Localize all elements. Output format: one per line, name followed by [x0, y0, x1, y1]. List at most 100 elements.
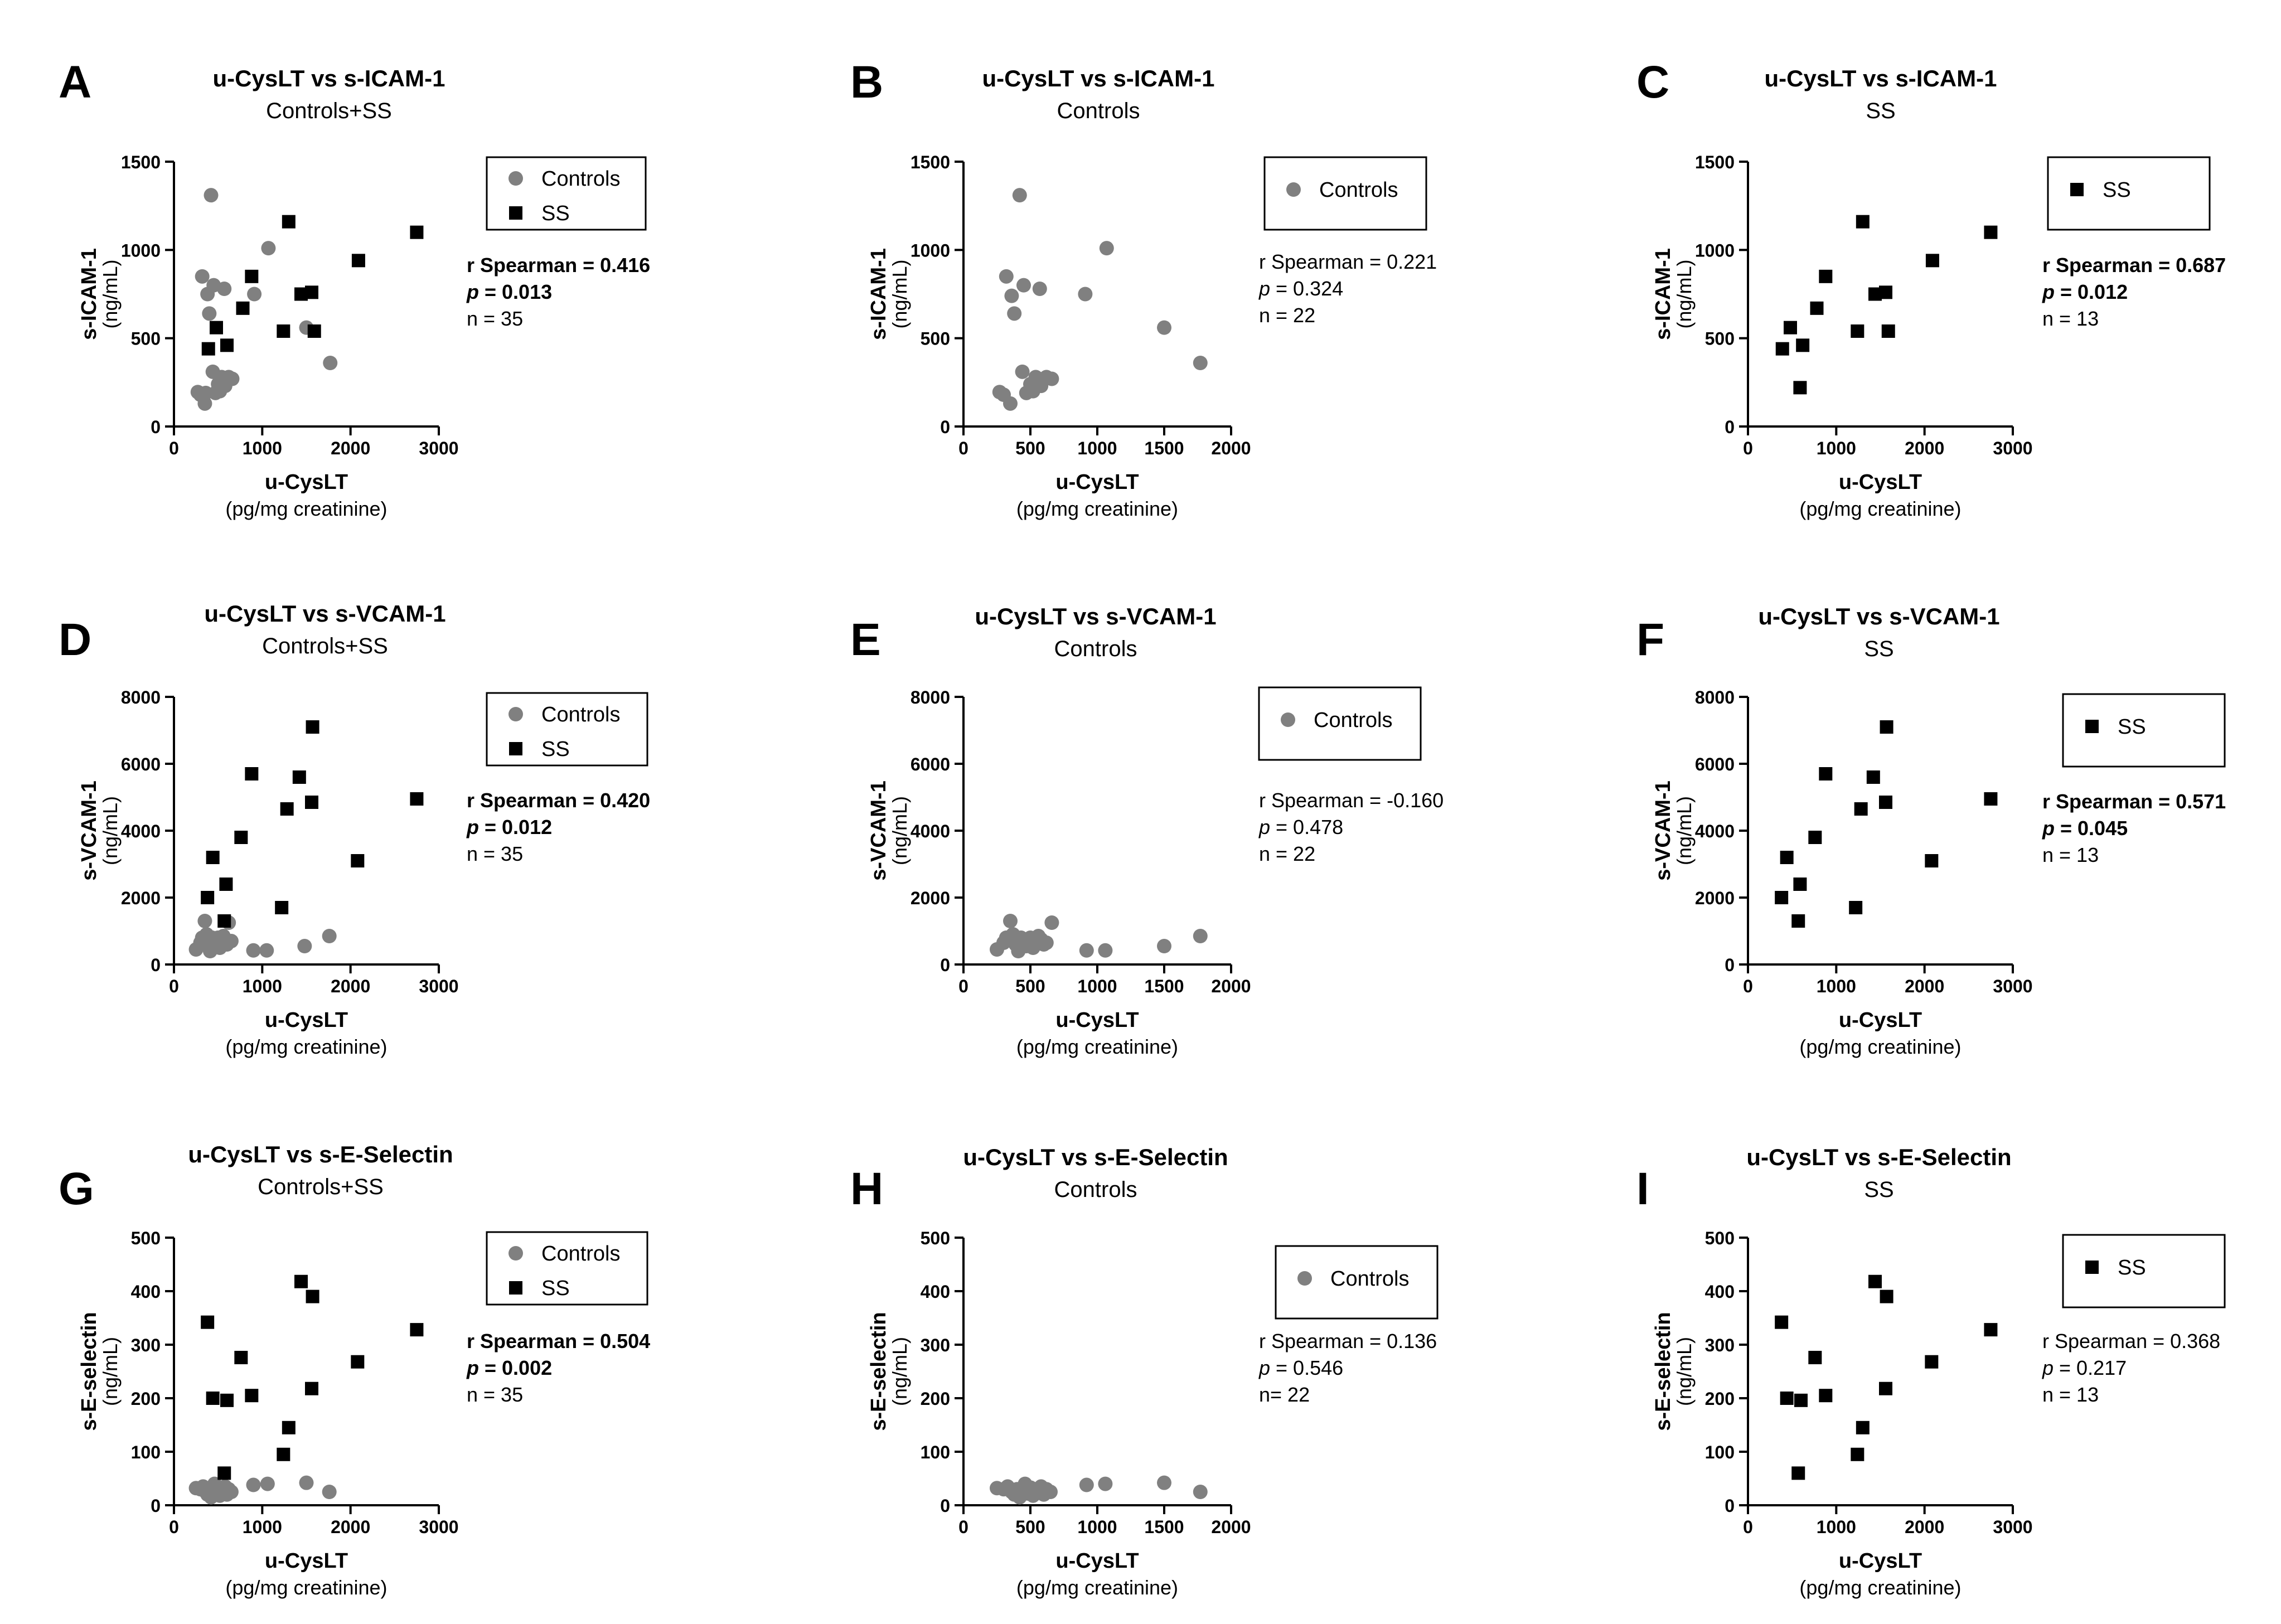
- chart-subtitle: Controls: [1054, 637, 1137, 661]
- y-axis-units: (ng/mL): [99, 1337, 122, 1406]
- y-axis-units: (ng/mL): [99, 796, 122, 865]
- data-point-controls: [246, 1477, 261, 1492]
- chart-subtitle: Controls+SS: [258, 1175, 384, 1199]
- legend: Controls: [1258, 686, 1422, 761]
- x-tick-label: 2000: [1905, 1517, 1944, 1537]
- x-axis-units: (pg/mg creatinine): [1799, 1035, 1961, 1058]
- data-point-ss: [277, 324, 290, 338]
- data-point-ss: [292, 770, 306, 784]
- data-point-ss: [1791, 914, 1805, 928]
- x-tick-label: 3000: [1993, 976, 2032, 996]
- data-point-controls: [224, 934, 239, 948]
- y-tick-label: 2000: [121, 888, 161, 908]
- y-axis-label: s-VCAM-1: [78, 781, 101, 880]
- x-axis-units: (pg/mg creatinine): [225, 1576, 387, 1599]
- series-controls: [188, 1475, 337, 1505]
- data-point-ss: [1793, 878, 1807, 891]
- stat-line: p = 0.478: [1258, 816, 1343, 838]
- stat-line: r Spearman = -0.160: [1259, 789, 1444, 812]
- x-tick-label: 0: [169, 1517, 179, 1537]
- x-tick-label: 2000: [331, 1517, 370, 1537]
- y-tick-label: 4000: [1695, 821, 1735, 841]
- x-axis-label: u-CysLT: [265, 1009, 348, 1032]
- x-tick-label: 1000: [1817, 438, 1856, 458]
- stat-line: n = 13: [2042, 307, 2099, 330]
- stat-line: p = 0.013: [466, 280, 552, 303]
- stat-line: r Spearman = 0.571: [2042, 790, 2226, 813]
- data-point-ss: [1925, 854, 1939, 867]
- y-axis-units: (ng/mL): [888, 259, 911, 328]
- panel-letter: B: [850, 57, 883, 108]
- chart-subtitle: Controls: [1057, 99, 1140, 123]
- data-point-controls: [197, 396, 212, 411]
- stat-line: r Spearman = 0.416: [467, 254, 650, 277]
- data-point-ss: [1881, 324, 1895, 338]
- data-point-ss: [1984, 1323, 1998, 1337]
- data-point-ss: [1866, 770, 1880, 784]
- data-point-controls: [1003, 396, 1018, 411]
- x-tick-label: 500: [1015, 1517, 1045, 1537]
- chart-title: u-CysLT vs s-ICAM-1: [1765, 65, 1997, 91]
- x-tick-label: 0: [169, 976, 179, 996]
- y-tick-label: 1000: [911, 240, 950, 260]
- data-point-ss: [1775, 891, 1789, 904]
- x-tick-label: 1000: [243, 438, 282, 458]
- data-point-ss: [1775, 342, 1789, 356]
- legend-marker-ss: [2085, 1261, 2099, 1274]
- y-tick-label: 200: [921, 1389, 950, 1409]
- x-tick-label: 1000: [1077, 1517, 1117, 1537]
- data-point-controls: [1044, 371, 1059, 386]
- stat-line: r Spearman = 0.368: [2042, 1330, 2220, 1352]
- data-point-ss: [410, 792, 424, 806]
- stats-annotation: r Spearman = 0.136 p = 0.546 n= 22: [1258, 1330, 1437, 1406]
- data-point-controls: [322, 1485, 337, 1499]
- data-point-ss: [234, 1351, 248, 1365]
- chart-subtitle: Controls: [1054, 1177, 1137, 1202]
- legend: SS: [2062, 1234, 2226, 1308]
- stat-line: p = 0.324: [1258, 277, 1343, 300]
- y-tick-label: 500: [921, 329, 950, 349]
- chart-title: u-CysLT vs s-E-Selectin: [188, 1141, 453, 1167]
- stat-line: p = 0.012: [2042, 280, 2128, 303]
- y-tick-label: 8000: [911, 687, 950, 707]
- data-point-ss: [1879, 285, 1892, 299]
- legend-label-ss: SS: [541, 202, 570, 225]
- data-point-ss: [206, 1392, 220, 1405]
- data-point-ss: [220, 1393, 234, 1407]
- data-point-ss: [217, 1466, 231, 1480]
- data-point-ss: [1851, 1447, 1864, 1461]
- legend-label-ss: SS: [541, 738, 570, 761]
- data-point-ss: [201, 342, 215, 356]
- stats-annotation: r Spearman = 0.368 p = 0.217 n = 13: [2042, 1330, 2220, 1406]
- data-point-ss: [1784, 321, 1797, 335]
- x-axis-label: u-CysLT: [1839, 1549, 1922, 1573]
- x-tick-label: 0: [1743, 976, 1753, 996]
- legend-marker-controls: [1297, 1271, 1312, 1286]
- data-point-ss: [1794, 1393, 1808, 1407]
- data-point-ss: [351, 854, 365, 867]
- x-tick-label: 1500: [1144, 438, 1184, 458]
- data-point-ss: [1793, 381, 1807, 395]
- data-point-ss: [294, 1274, 308, 1288]
- data-point-controls: [1012, 188, 1027, 203]
- y-tick-label: 0: [1725, 417, 1735, 437]
- stat-line: n = 22: [1259, 842, 1315, 865]
- stat-line: n = 22: [1259, 304, 1315, 327]
- legend: SS: [2047, 156, 2211, 231]
- x-tick-label: 0: [1743, 1517, 1753, 1537]
- y-tick-label: 100: [131, 1442, 161, 1462]
- data-point-controls: [247, 287, 262, 302]
- data-point-controls: [323, 356, 338, 370]
- legend-marker-ss: [509, 1281, 522, 1295]
- data-point-ss: [306, 1289, 319, 1303]
- x-axis-units: (pg/mg creatinine): [225, 497, 387, 520]
- data-point-controls: [1004, 288, 1019, 303]
- y-axis-units: (ng/mL): [1673, 259, 1696, 328]
- chart-subtitle: SS: [1864, 637, 1893, 661]
- data-point-ss: [1819, 269, 1833, 283]
- data-point-ss: [1856, 1421, 1870, 1434]
- legend-marker-controls: [508, 707, 523, 721]
- panel-letter: C: [1636, 57, 1669, 108]
- y-tick-label: 1500: [1695, 152, 1735, 172]
- x-tick-label: 2000: [1211, 1517, 1251, 1537]
